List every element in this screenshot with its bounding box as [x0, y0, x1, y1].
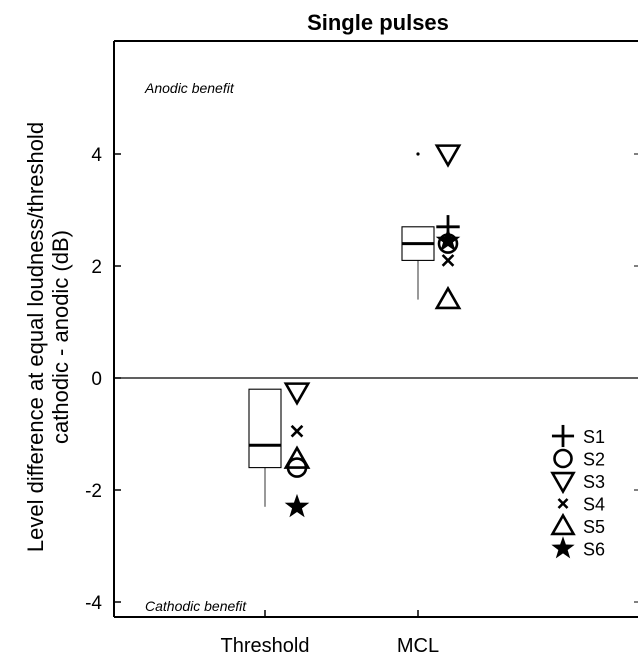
- y-tick-label: 4: [91, 145, 102, 166]
- y-axis-label: Level difference at equal loudness/thres…: [23, 122, 73, 552]
- legend-label-s2: S2: [583, 450, 605, 470]
- y-axis-label-line-1: Level difference at equal loudness/thres…: [23, 122, 48, 552]
- y-tick-label: 0: [91, 369, 102, 390]
- legend-marker-s5: [550, 512, 576, 536]
- data-point-s4: [441, 254, 455, 267]
- legend-label-s1: S1: [583, 427, 605, 447]
- annotation-cathodic-benefit: Cathodic benefit: [145, 598, 247, 614]
- x-tick-label: MCL: [397, 635, 439, 657]
- legend-marker-s3: [550, 471, 576, 495]
- legend-marker-s4: [557, 498, 569, 509]
- chart-title: Single pulses: [307, 10, 449, 35]
- outlier-point: [416, 152, 420, 156]
- legend-label-s5: S5: [583, 517, 605, 537]
- legend-label-s6: S6: [583, 540, 605, 560]
- y-tick-label: -2: [85, 481, 102, 502]
- data-point-s5: [283, 445, 311, 469]
- data-point-s3: [434, 144, 462, 168]
- data-point-s5: [434, 285, 462, 310]
- data-point-s4: [290, 424, 304, 438]
- legend-marker-s6: [551, 536, 575, 559]
- plot-area: 4 2 0 -2 -4 Threshold MCL: [85, 40, 638, 657]
- data-point-s6: [284, 493, 310, 518]
- y-tick-label: 2: [91, 257, 102, 278]
- y-axis-label-line-2: cathodic - anodic (dB): [48, 230, 73, 444]
- y-tick-label: -4: [85, 593, 102, 614]
- legend-label-s3: S3: [583, 472, 605, 492]
- data-point-s3: [283, 382, 311, 406]
- legend-marker-s2: [553, 448, 573, 469]
- annotation-anodic-benefit: Anodic benefit: [144, 80, 235, 96]
- legend-label-s4: S4: [583, 495, 605, 515]
- box: [248, 388, 282, 469]
- data-point-s6: [435, 227, 461, 252]
- legend-marker-s1: [551, 424, 575, 448]
- x-tick-label: Threshold: [221, 635, 310, 657]
